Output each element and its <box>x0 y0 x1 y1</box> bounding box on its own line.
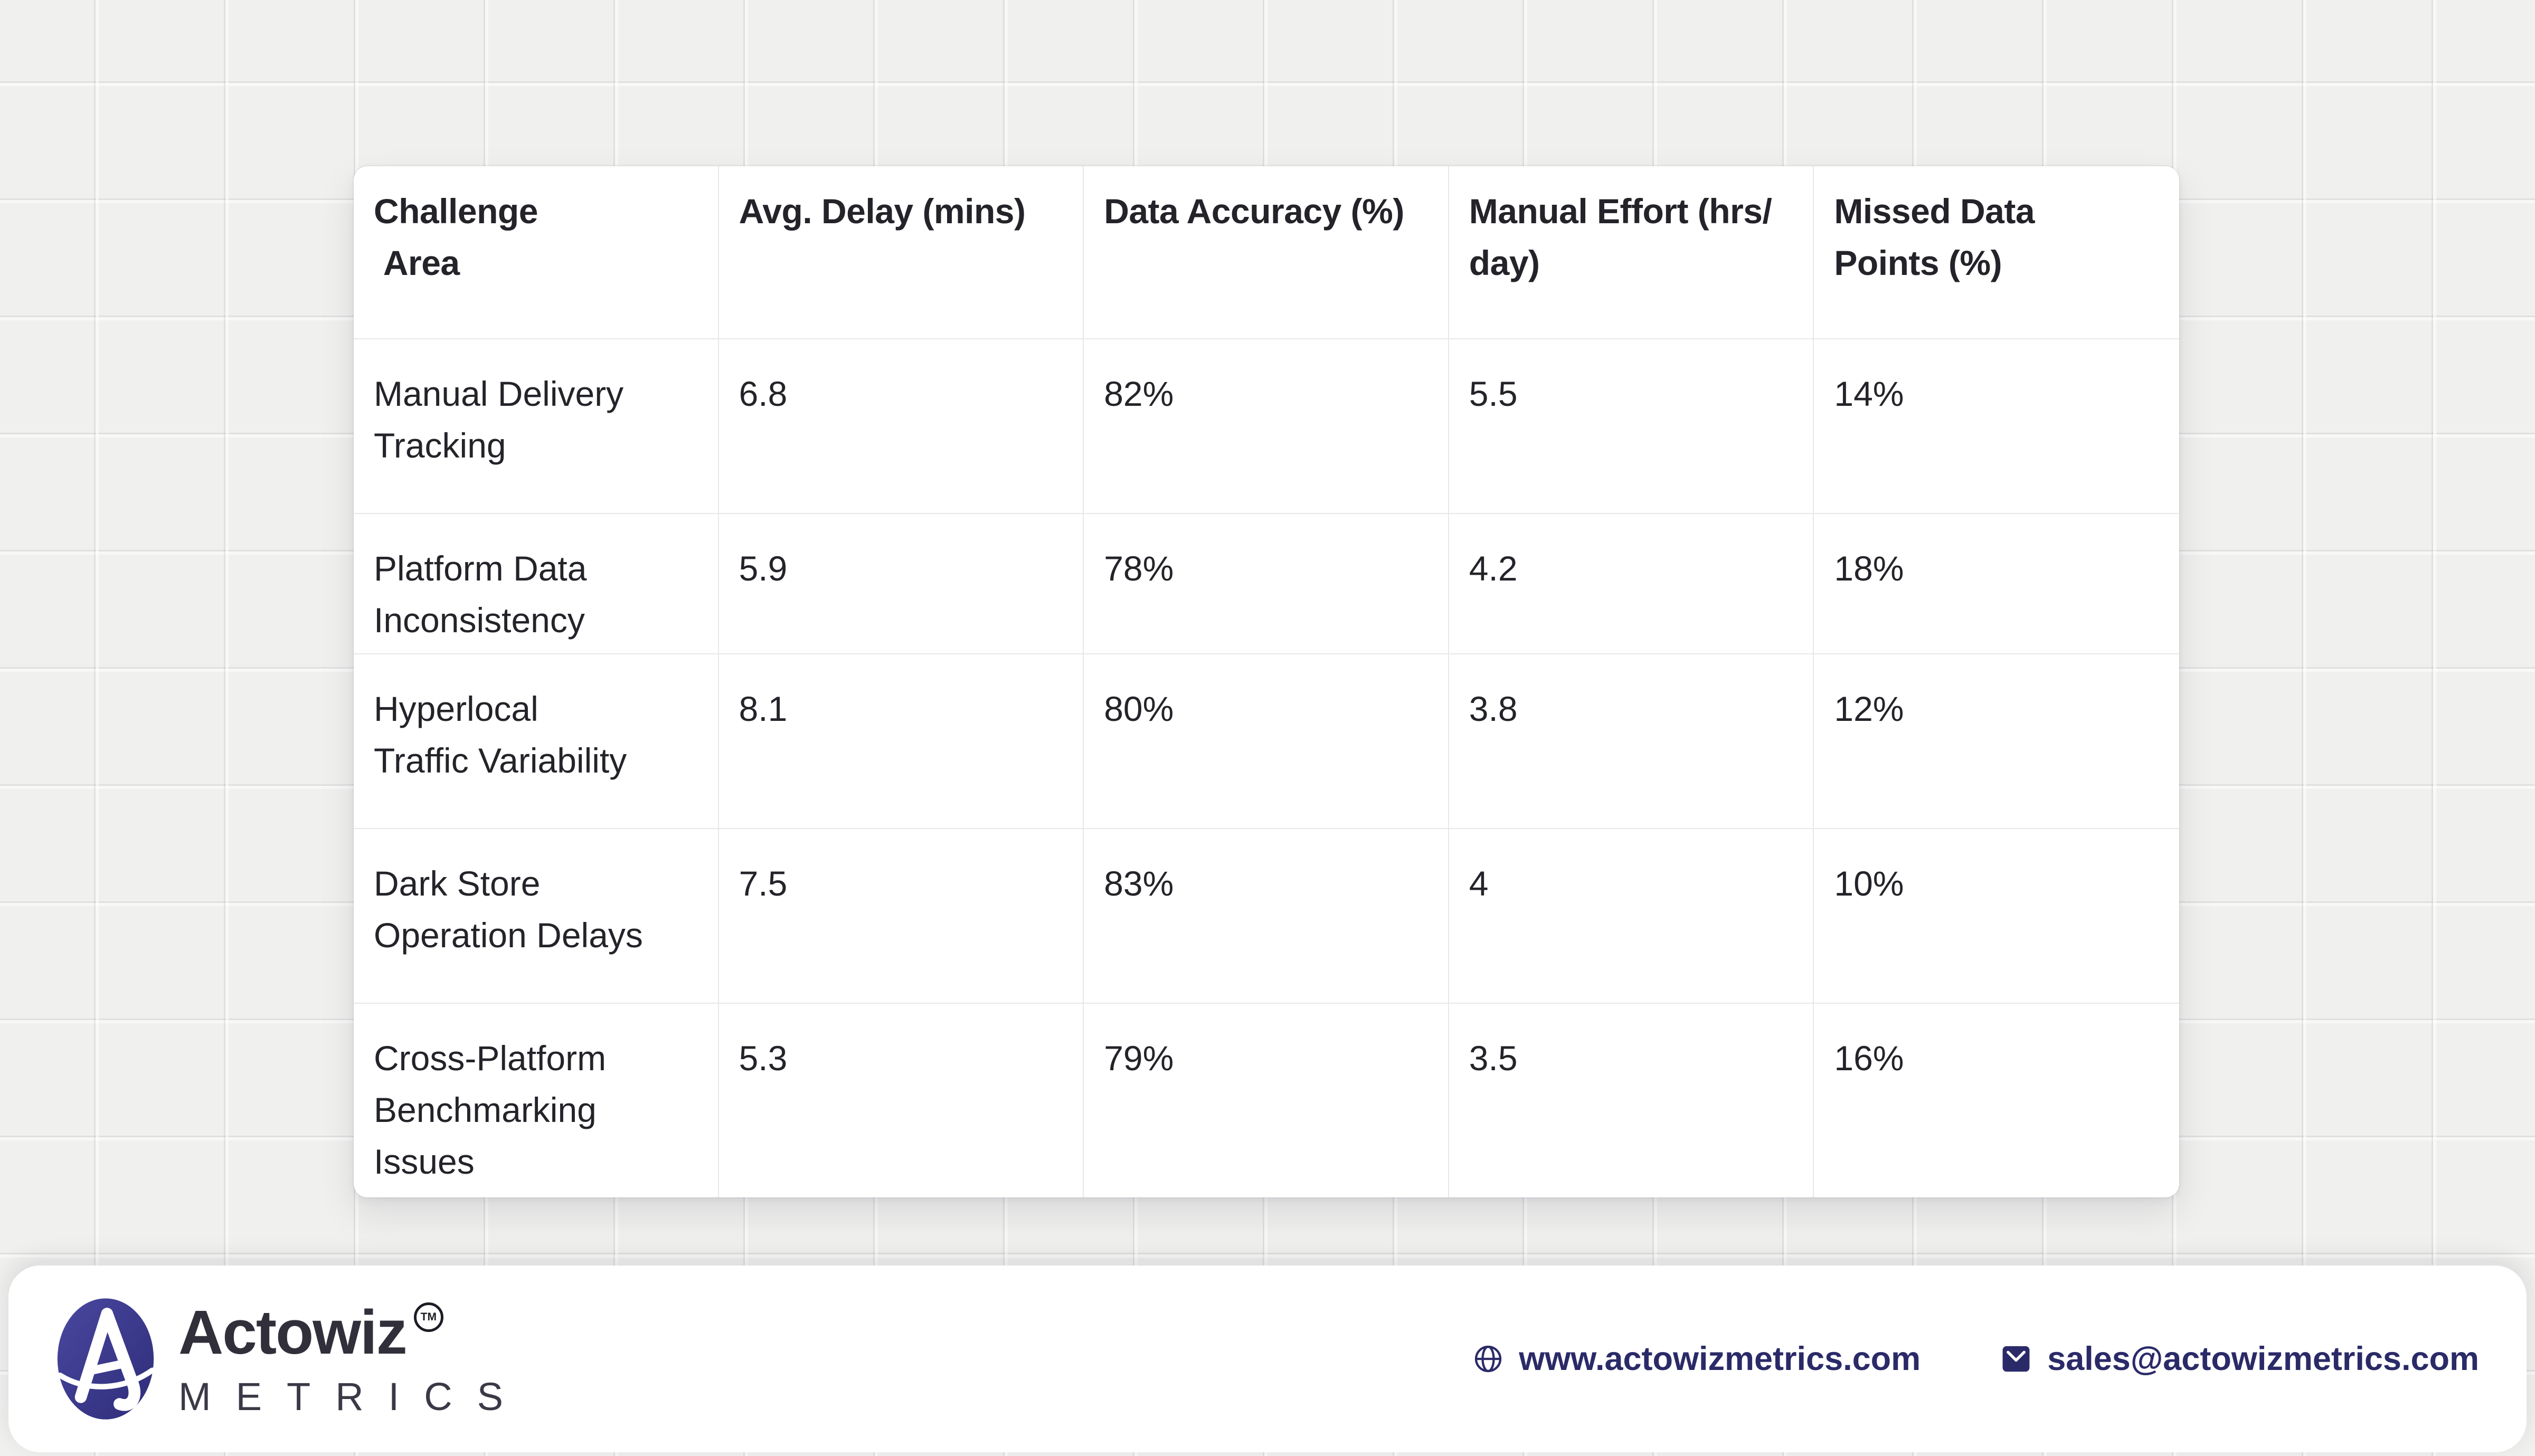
table-cell-avg-delay: 6.8 <box>718 339 1084 514</box>
table-cell-data-accuracy: 80% <box>1084 654 1449 829</box>
table-cell-data-accuracy: 78% <box>1084 514 1449 654</box>
table-cell-avg-delay: 7.5 <box>718 829 1084 1004</box>
table-cell-avg-delay: 5.9 <box>718 514 1084 654</box>
table-cell-avg-delay: 5.3 <box>719 1004 1084 1197</box>
table-cell-data-accuracy: 82% <box>1084 339 1449 514</box>
header-missed-data-points: Missed Data Points (%) <box>1814 166 2179 339</box>
envelope-icon <box>2002 1346 2030 1372</box>
globe-icon <box>1475 1345 1502 1373</box>
table-cell-missed-data: 16% <box>1834 1039 1904 1078</box>
table-cell-challenge: Hyperlocal Traffic Variability <box>354 654 719 829</box>
table-cell-challenge: Cross-Platform Benchmarking Issues <box>354 1004 719 1197</box>
table-cell-missed-data: 18% <box>1814 514 2179 654</box>
header-avg-delay: Avg. Delay (mins) <box>718 166 1084 339</box>
header-data-accuracy: Data Accuracy (%) <box>1084 166 1449 339</box>
table-cell-missed-data: 10% <box>1814 829 2179 1004</box>
website-url: www.actowizmetrics.com <box>1519 1340 1921 1377</box>
table-cell-manual-effort: 3.5 <box>1449 1004 1814 1197</box>
header-challenge-area: Challenge Area <box>354 166 719 339</box>
table-cell-missed-data: 12% <box>1814 654 2179 829</box>
brand-subname: METRICS <box>178 1375 528 1419</box>
header-manual-effort: Manual Effort (hrs/ day) <box>1449 166 1814 339</box>
table-cell-data-accuracy: 79% <box>1084 1004 1449 1197</box>
trademark-badge: TM <box>413 1302 443 1332</box>
website-link[interactable]: www.actowizmetrics.com <box>1472 1340 1921 1377</box>
table-cell-challenge: Platform Data Inconsistency <box>354 514 719 654</box>
table-cell-data-accuracy: 83% <box>1084 829 1449 1004</box>
email-address: sales@actowizmetrics.com <box>2047 1340 2479 1377</box>
email-link[interactable]: sales@actowizmetrics.com <box>2000 1340 2479 1377</box>
footer-bar: Actowiz TM METRICS www.actowizmetrics.co… <box>8 1265 2527 1452</box>
table-cell-manual-effort: 4.2 <box>1449 514 1814 654</box>
brand-name: Actowiz <box>178 1298 408 1367</box>
table-cell-manual-effort: 3.8 <box>1449 654 1814 829</box>
table-cell-challenge: Manual Delivery Tracking <box>354 339 719 514</box>
table-cell-challenge: Dark Store Operation Delays <box>354 829 719 1004</box>
table-cell-manual-effort: 5.5 <box>1449 339 1814 514</box>
actowiz-logo-icon <box>57 1298 155 1420</box>
table-cell-avg-delay: 8.1 <box>718 654 1084 829</box>
table-cell-missed-data: 14% <box>1814 339 2179 514</box>
brand-logo: Actowiz TM METRICS <box>56 1297 528 1421</box>
contact-links: www.actowizmetrics.com sales@actowizmetr… <box>1472 1340 2479 1377</box>
table-cell-manual-effort: 4 <box>1449 829 1814 1004</box>
challenges-table: Challenge Area Avg. Delay (mins) Data Ac… <box>354 166 2179 1197</box>
data-table-card: Challenge Area Avg. Delay (mins) Data Ac… <box>354 166 2179 1197</box>
